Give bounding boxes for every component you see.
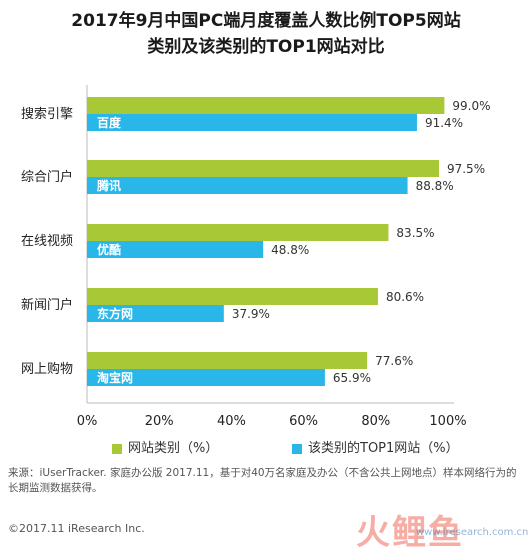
category-label: 新闻门户 xyxy=(21,297,73,313)
x-tick-label: 20% xyxy=(145,414,174,429)
legend: 网站类别（%） 该类别的TOP1网站（%） xyxy=(0,440,532,462)
data-label: 83.5% xyxy=(396,226,434,240)
data-label: 99.0% xyxy=(452,99,490,113)
bar-category xyxy=(87,224,389,241)
x-tick-label: 80% xyxy=(361,414,390,429)
bar-top1 xyxy=(87,177,408,194)
data-label: 65.9% xyxy=(333,371,371,385)
x-tick-label: 100% xyxy=(429,414,466,429)
bar-site-label: 百度 xyxy=(97,115,122,130)
legend-swatch-blue xyxy=(292,443,302,454)
data-label: 91.4% xyxy=(425,116,463,130)
category-label: 网上购物 xyxy=(21,361,73,377)
legend-item-category: 网站类别（%） xyxy=(112,440,218,458)
bar-site-label: 优酷 xyxy=(97,242,121,257)
legend-item-top1: 该类别的TOP1网站（%） xyxy=(292,440,459,458)
watermark-en: www.iresearch.com.cn xyxy=(416,527,529,538)
data-label: 48.8% xyxy=(271,243,309,257)
bar-site-label: 淘宝网 xyxy=(97,370,133,385)
copyright-text: ©2017.11 iResearch Inc. xyxy=(8,522,145,535)
bar-top1 xyxy=(87,305,224,322)
legend-label: 该类别的TOP1网站（%） xyxy=(308,441,459,456)
bar-top1 xyxy=(87,114,417,131)
data-label: 77.6% xyxy=(375,354,413,368)
x-tick-label: 60% xyxy=(289,414,318,429)
source-note: 来源：iUserTracker. 家庭办公版 2017.11，基于对40万名家庭… xyxy=(8,467,517,494)
x-tick-label: 0% xyxy=(77,414,98,429)
bar-category xyxy=(87,352,368,369)
legend-label: 网站类别（%） xyxy=(128,441,219,456)
bar-top1 xyxy=(87,369,325,386)
legend-swatch-green xyxy=(112,443,122,454)
watermark-logo: 火鲤鱼 www.iresearch.com.cn xyxy=(356,505,529,553)
data-label: 37.9% xyxy=(232,307,270,321)
chart-title: 2017年9月中国PC端月度覆盖人数比例TOP5网站 类别及该类别的TOP1网站… xyxy=(0,8,532,60)
chart-title-line-1: 2017年9月中国PC端月度覆盖人数比例TOP5网站 xyxy=(71,11,461,31)
bar-category xyxy=(87,160,439,177)
category-label: 在线视频 xyxy=(21,234,73,249)
bar-top1 xyxy=(87,241,264,258)
chart-title-line-2: 类别及该类别的TOP1网站对比 xyxy=(147,37,385,57)
category-label: 综合门户 xyxy=(21,169,73,185)
data-label: 88.8% xyxy=(416,179,454,193)
bar-category xyxy=(87,97,445,114)
data-label: 80.6% xyxy=(386,290,424,304)
category-label: 搜索引擎 xyxy=(21,107,73,122)
bar-site-label: 东方网 xyxy=(97,306,133,321)
bar-category xyxy=(87,288,378,305)
x-tick-label: 40% xyxy=(217,414,246,429)
bar-site-label: 腾讯 xyxy=(96,178,121,193)
data-label: 97.5% xyxy=(447,162,485,176)
